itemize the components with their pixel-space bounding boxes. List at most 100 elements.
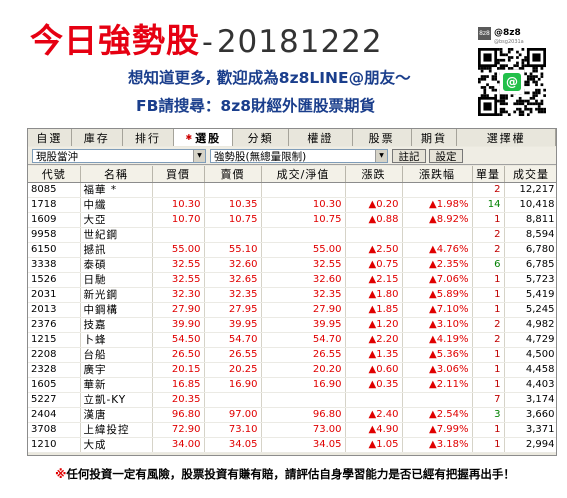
table-row[interactable]: 9958 世紀鋼 65.00 65.00 ▲5.90 ▲9.98% 2 8,594 xyxy=(28,227,556,243)
table-row[interactable]: 2328 廣宇 20.15 20.25 20.20 ▲0.60 ▲3.06% 1 4,458 xyxy=(28,362,556,378)
table-row[interactable]: 2208 台船 26.50 26.55 26.55 ▲1.35 ▲5.36% 1 4,500 xyxy=(28,347,556,363)
cell-vol: 5,245 xyxy=(504,302,556,318)
cell-unit: 1 xyxy=(472,272,505,288)
cell-price: 27.90 xyxy=(261,302,346,318)
cell-price: 20.40 xyxy=(261,392,346,408)
table-row[interactable]: 2013 中鋼構 27.90 27.95 27.90 ▲1.85 ▲7.10% 1 5,245 xyxy=(28,302,556,318)
qr-code-icon[interactable] xyxy=(478,48,546,116)
table-row[interactable]: 2031 新光鋼 32.30 32.35 32.35 ▲1.80 ▲5.89% 1 5,419 xyxy=(28,287,556,303)
column-header[interactable]: 成交/淨值 xyxy=(261,166,346,183)
cell-bid: 72.90 xyxy=(152,422,205,438)
cell-vol: 8,594 xyxy=(504,227,556,243)
cell-pct: ▲5.89% xyxy=(402,287,473,303)
tab-5[interactable]: 分類 xyxy=(233,129,289,146)
cell-unit: 7 xyxy=(472,392,505,408)
cell-name: 上緯投控 xyxy=(80,422,153,438)
cell-unit: 2 xyxy=(472,332,505,348)
chevron-down-icon[interactable]: ▼ xyxy=(193,150,205,162)
table-row[interactable]: 5227 立凱-KY 20.35 20.40 20.40 ▲1.85 ▲9.97% 7 3,17… xyxy=(28,392,556,408)
cell-ask: 32.35 xyxy=(204,287,262,303)
cell-chg: ▲2.40 xyxy=(345,407,403,423)
tab-6[interactable]: 權證 xyxy=(289,129,353,146)
cell-vol: 4,500 xyxy=(504,347,556,363)
cell-ask: 27.95 xyxy=(204,302,262,318)
cell-name: 大亞 xyxy=(80,212,153,228)
quote-table: 代號 名稱 買價 賣價 成交/淨值 漲跌 漲跌幅 單量 成交量 8085 福華 * 3.90 3.90… xyxy=(28,166,556,453)
column-header[interactable]: 名稱 xyxy=(80,166,153,183)
title-dash: - xyxy=(202,25,213,60)
title-date: 20181222 xyxy=(216,24,383,60)
tab-label: 庫存 xyxy=(83,131,110,145)
tab-7[interactable]: 股票 xyxy=(352,129,412,146)
column-header[interactable]: 賣價 xyxy=(204,166,262,183)
table-row[interactable]: 1605 華新 16.85 16.90 16.90 ▲0.35 ▲2.11% 1 4,403 xyxy=(28,377,556,393)
tab-1[interactable]: 自選 xyxy=(28,129,72,146)
tab-3[interactable]: 排行 xyxy=(122,129,175,146)
cell-price: 10.30 xyxy=(261,197,346,213)
strategy-select[interactable]: 現股當沖 ▼ xyxy=(32,149,206,163)
tab-label: 選擇權 xyxy=(486,131,526,145)
cell-price: 54.70 xyxy=(261,332,346,348)
table-row[interactable]: 2376 技嘉 39.90 39.95 39.95 ▲1.20 ▲3.10% 2 4,982 xyxy=(28,317,556,333)
tab-label: 分類 xyxy=(247,131,274,145)
cell-ask: 20.40 xyxy=(204,392,262,408)
column-header[interactable]: 成交量 xyxy=(504,166,556,183)
cell-name: 世紀鋼 xyxy=(80,227,153,243)
column-header[interactable]: 單量 xyxy=(472,166,505,183)
cell-code: 2328 xyxy=(28,362,81,378)
tab-9[interactable]: 選擇權 xyxy=(457,129,556,146)
table-body: 8085 福華 * 3.90 3.90 ▲0.35 ▲9.86% 2 12,217 1718 中纖… xyxy=(28,182,556,453)
cell-name: 技嘉 xyxy=(80,317,153,333)
note-button[interactable]: 註記 xyxy=(392,149,426,163)
cell-chg: ▲5.90 xyxy=(345,227,403,243)
page-title: 今日強勢股 - 20181222 xyxy=(30,14,383,60)
settings-button[interactable]: 設定 xyxy=(429,149,463,163)
chevron-down-icon[interactable]: ▼ xyxy=(375,150,387,162)
cell-bid: 32.55 xyxy=(152,272,205,288)
table-row[interactable]: 6150 撼訊 55.00 55.10 55.00 ▲2.50 ▲4.76% 2 6,780 xyxy=(28,242,556,258)
table-row[interactable]: 3708 上緯投控 72.90 73.10 73.00 ▲4.90 ▲7.99% 1 3,371 xyxy=(28,422,556,438)
brand-logo-icon: 8z8 xyxy=(478,26,491,40)
stock-screener-window: 自選 庫存 排行 ✱ 選股 分類 權證 股票 期貨 選擇權 現股當沖 ▼ 強勢股(無總量限制) ▼… xyxy=(27,128,557,456)
table-row[interactable]: 1609 大亞 10.70 10.75 10.75 ▲0.88 ▲8.92% 1 8,811 xyxy=(28,212,556,228)
cell-unit: 1 xyxy=(472,347,505,363)
table-row[interactable]: 3338 泰碩 32.55 32.60 32.55 ▲0.75 ▲2.35% 6 6,785 xyxy=(28,257,556,273)
cell-pct: ▲5.36% xyxy=(402,347,473,363)
table-row[interactable]: 2404 漢唐 96.80 97.00 96.80 ▲2.40 ▲2.54% 3 3,660 xyxy=(28,407,556,423)
cell-name: 廣宇 xyxy=(80,362,153,378)
column-header[interactable]: 買價 xyxy=(152,166,205,183)
screen-select[interactable]: 強勢股(無總量限制) ▼ xyxy=(210,149,388,163)
cell-bid: 3.90 xyxy=(152,182,205,198)
cell-bid: 34.00 xyxy=(152,437,205,453)
tab-4[interactable]: ✱ 選股 xyxy=(174,129,234,146)
tab-8[interactable]: 期貨 xyxy=(411,129,458,146)
table-row[interactable]: 1718 中纖 10.30 10.35 10.30 ▲0.20 ▲1.98% 14 10,418 xyxy=(28,197,556,213)
cell-pct: ▲2.54% xyxy=(402,407,473,423)
cell-pct: ▲7.06% xyxy=(402,272,473,288)
cell-code: 1718 xyxy=(28,197,81,213)
cell-name: 新光鋼 xyxy=(80,287,153,303)
table-row[interactable]: 1526 日馳 32.55 32.65 32.60 ▲2.15 ▲7.06% 1 5,723 xyxy=(28,272,556,288)
cell-ask: 26.55 xyxy=(204,347,262,363)
cell-price: 32.60 xyxy=(261,272,346,288)
tab-label: 期貨 xyxy=(420,131,447,145)
cell-bid: 16.85 xyxy=(152,377,205,393)
cell-unit: 2 xyxy=(472,182,505,198)
cell-chg: ▲2.50 xyxy=(345,242,403,258)
cell-bid: 32.30 xyxy=(152,287,205,303)
table-row[interactable]: 1210 大成 34.00 34.05 34.05 ▲1.05 ▲3.18% 1 2,994 xyxy=(28,437,556,453)
column-header[interactable]: 漲跌 xyxy=(345,166,403,183)
brand-handle: @bsg2031a xyxy=(494,39,524,45)
table-row[interactable]: 8085 福華 * 3.90 3.90 ▲0.35 ▲9.86% 2 12,217 xyxy=(28,182,556,198)
table-row[interactable]: 1215 卜蜂 54.50 54.70 54.70 ▲2.20 ▲4.19% 2 4,729 xyxy=(28,332,556,348)
cell-bid: 32.55 xyxy=(152,257,205,273)
tab-2[interactable]: 庫存 xyxy=(71,129,123,146)
column-header[interactable]: 漲跌幅 xyxy=(402,166,473,183)
column-header[interactable]: 代號 xyxy=(28,166,81,183)
cell-ask: 73.10 xyxy=(204,422,262,438)
strategy-select-value: 現股當沖 xyxy=(36,150,78,163)
cell-price: 3.90 xyxy=(261,182,346,198)
cell-code: 3338 xyxy=(28,257,81,273)
cell-code: 1609 xyxy=(28,212,81,228)
cell-name: 立凱-KY xyxy=(80,392,153,408)
